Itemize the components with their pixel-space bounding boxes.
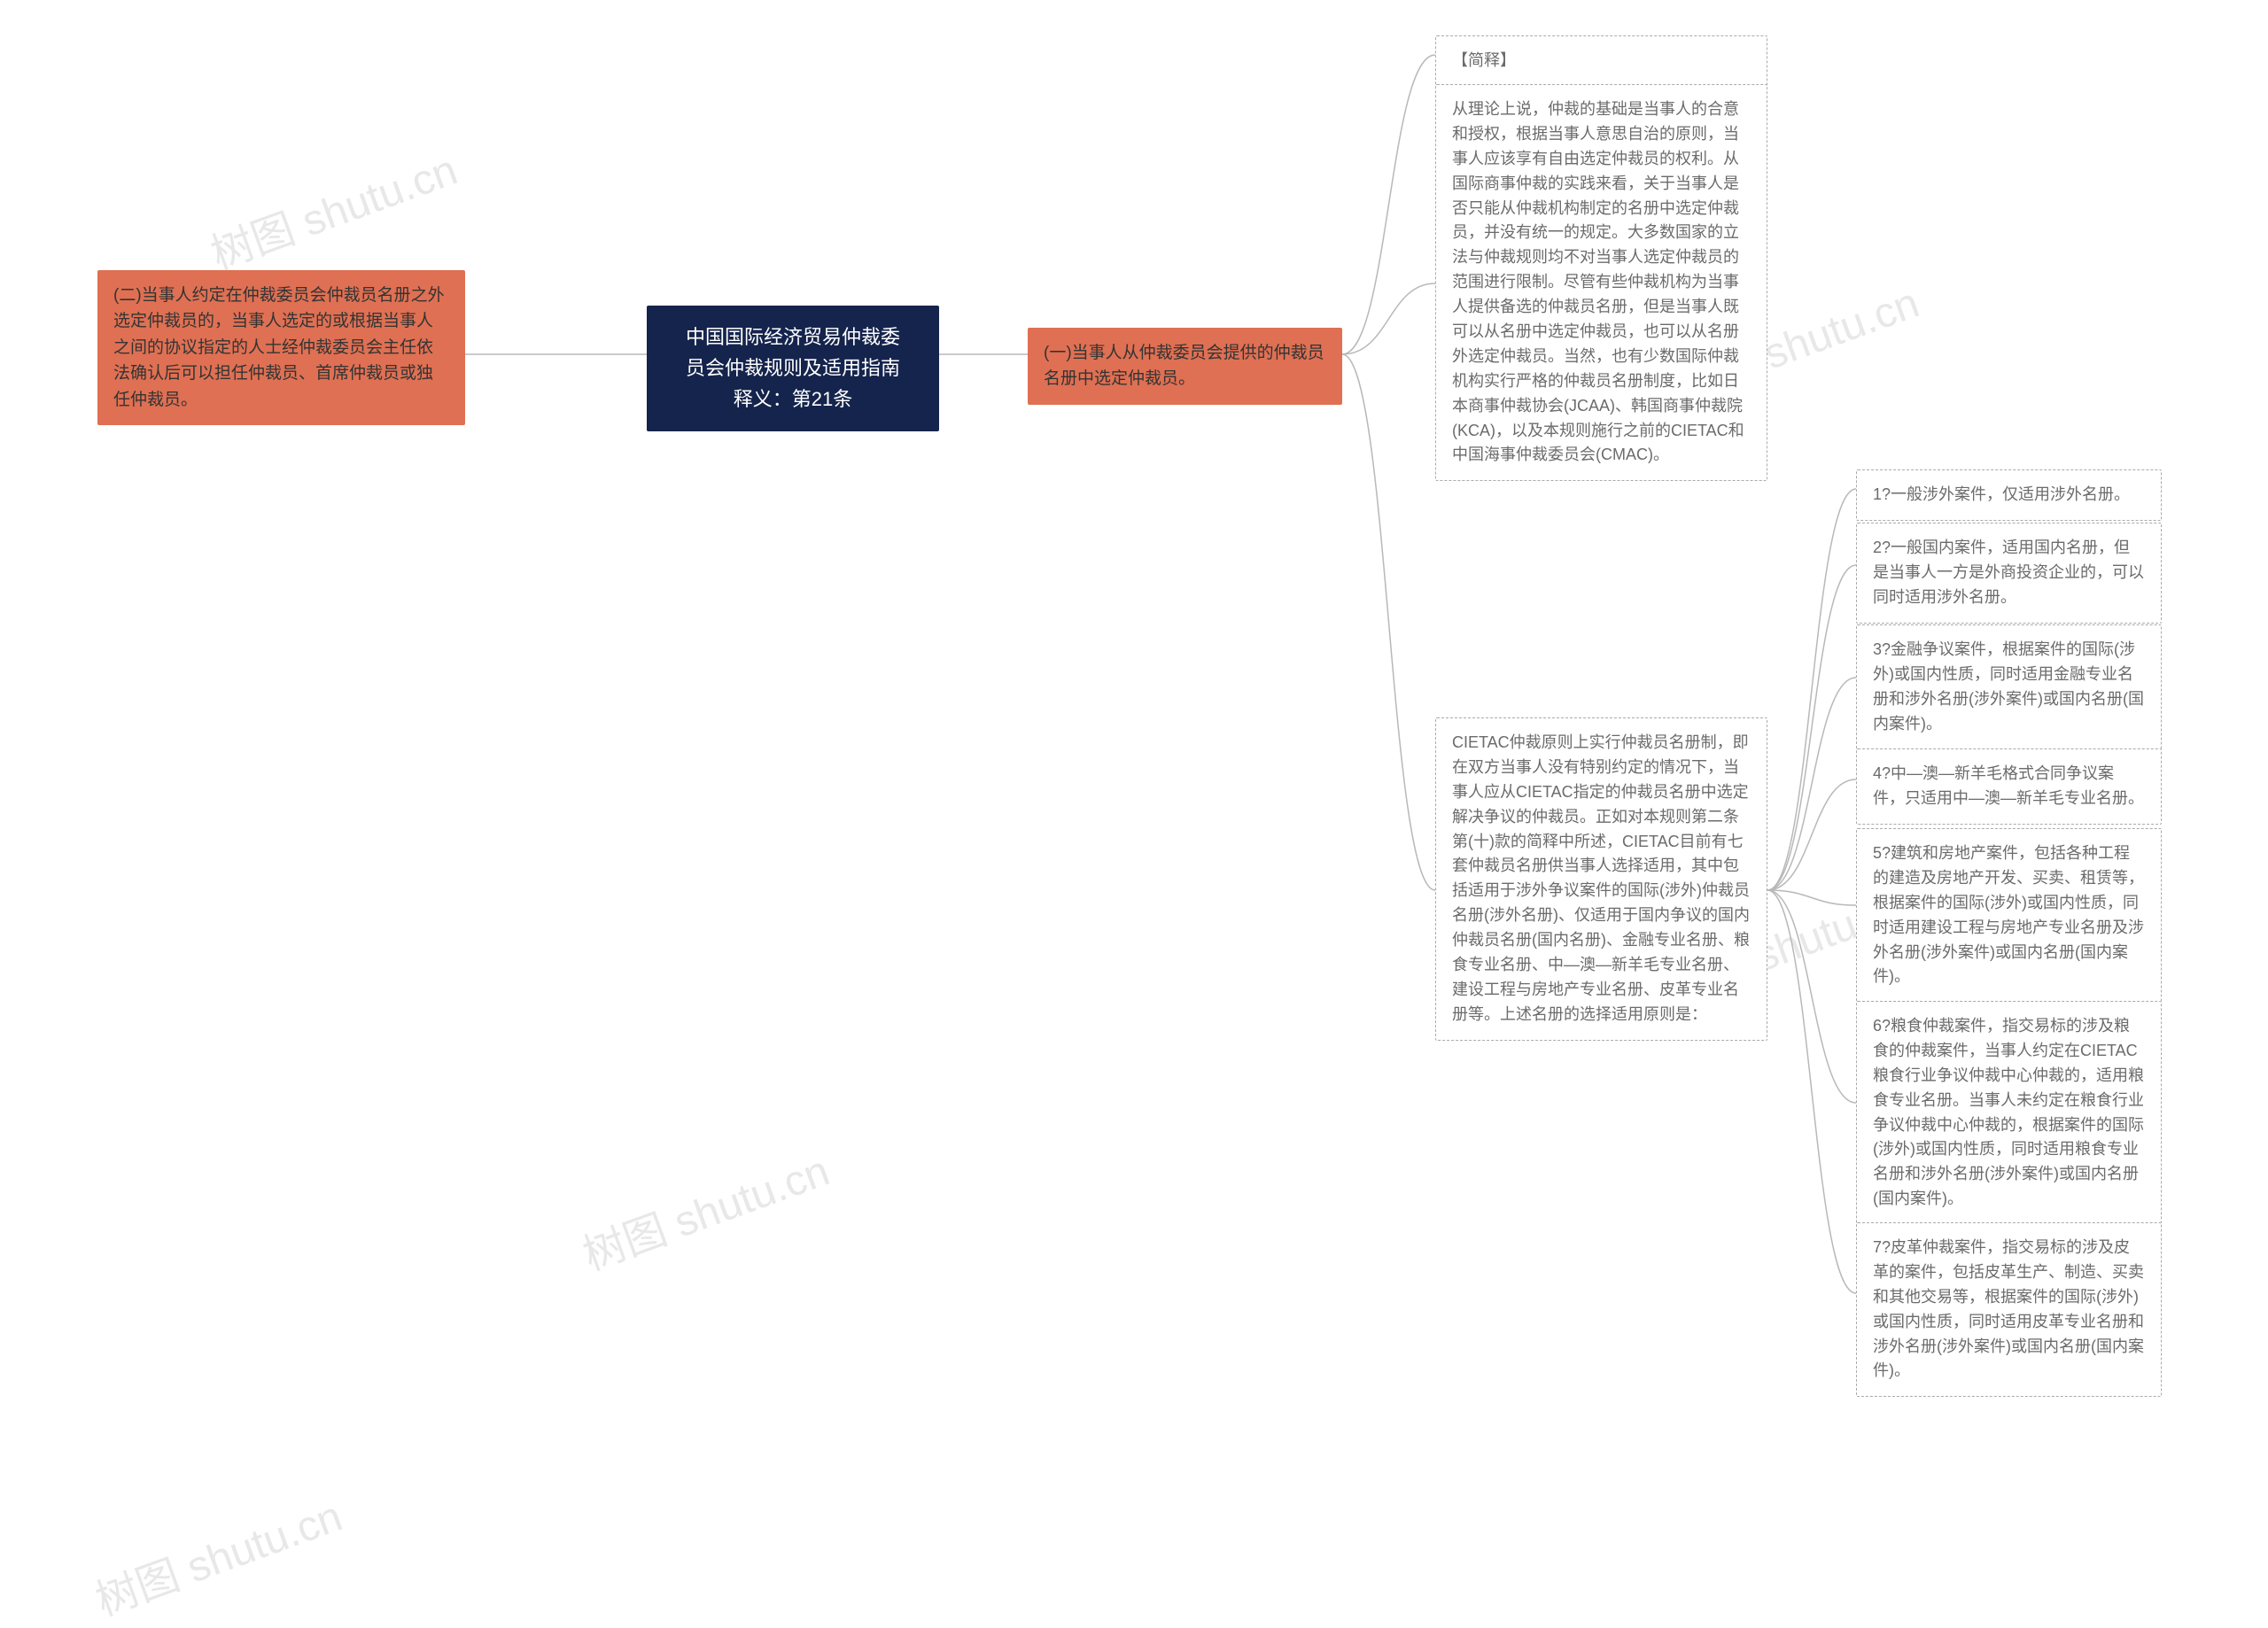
right-branch-text: (一)当事人从仲裁委员会提供的仲裁员名册中选定仲裁员。	[1044, 344, 1324, 388]
leaf-node: 从理论上说，仲裁的基础是当事人的合意和授权，根据当事人意思自治的原则，当事人应该…	[1435, 84, 1767, 481]
leaf-node: 4?中—澳—新羊毛格式合同争议案件，只适用中—澳—新羊毛专业名册。	[1856, 748, 2162, 825]
watermark: 树图 shutu.cn	[573, 1136, 836, 1282]
leaf-text: 7?皮革仲裁案件，指交易标的涉及皮革的案件，包括皮革生产、制造、买卖和其他交易等…	[1873, 1238, 2144, 1379]
leaf-text: 4?中—澳—新羊毛格式合同争议案件，只适用中—澳—新羊毛专业名册。	[1873, 764, 2144, 807]
leaf-text: CIETAC仲裁原则上实行仲裁员名册制，即在双方当事人没有特别约定的情况下，当事…	[1452, 733, 1750, 1023]
leaf-node: 5?建筑和房地产案件，包括各种工程的建造及房地产开发、买卖、租赁等，根据案件的国…	[1856, 828, 2162, 1003]
watermark: 树图 shutu.cn	[201, 135, 464, 281]
leaf-node: 7?皮革仲裁案件，指交易标的涉及皮革的案件，包括皮革生产、制造、买卖和其他交易等…	[1856, 1222, 2162, 1397]
leaf-text: 【简释】	[1452, 51, 1516, 69]
leaf-node: 3?金融争议案件，根据案件的国际(涉外)或国内性质，同时适用金融专业名册和涉外名…	[1856, 624, 2162, 750]
right-branch-node: (一)当事人从仲裁委员会提供的仲裁员名册中选定仲裁员。	[1028, 328, 1342, 405]
leaf-node: 6?粮食仲裁案件，指交易标的涉及粮食的仲裁案件，当事人约定在CIETAC粮食行业…	[1856, 1001, 2162, 1225]
left-branch-text: (二)当事人约定在仲裁委员会仲裁员名册之外选定仲裁员的，当事人选定的或根据当事人…	[113, 286, 445, 409]
leaf-node: 2?一般国内案件，适用国内名册，但是当事人一方是外商投资企业的，可以同时适用涉外…	[1856, 523, 2162, 624]
leaf-text: 6?粮食仲裁案件，指交易标的涉及粮食的仲裁案件，当事人约定在CIETAC粮食行业…	[1873, 1017, 2144, 1207]
leaf-node: 1?一般涉外案件，仅适用涉外名册。	[1856, 469, 2162, 521]
leaf-text: 2?一般国内案件，适用国内名册，但是当事人一方是外商投资企业的，可以同时适用涉外…	[1873, 539, 2144, 606]
root-node: 中国国际经济贸易仲裁委员会仲裁规则及适用指南释义：第21条	[647, 306, 939, 431]
root-text: 中国国际经济贸易仲裁委员会仲裁规则及适用指南释义：第21条	[686, 326, 900, 410]
leaf-text: 5?建筑和房地产案件，包括各种工程的建造及房地产开发、买卖、租赁等，根据案件的国…	[1873, 844, 2144, 985]
watermark: 树图 shutu.cn	[86, 1481, 349, 1627]
left-branch-node: (二)当事人约定在仲裁委员会仲裁员名册之外选定仲裁员的，当事人选定的或根据当事人…	[97, 270, 465, 425]
leaf-text: 从理论上说，仲裁的基础是当事人的合意和授权，根据当事人意思自治的原则，当事人应该…	[1452, 100, 1744, 463]
leaf-text: 1?一般涉外案件，仅适用涉外名册。	[1873, 485, 2130, 503]
leaf-text: 3?金融争议案件，根据案件的国际(涉外)或国内性质，同时适用金融专业名册和涉外名…	[1873, 640, 2144, 733]
leaf-node: 【简释】	[1435, 35, 1767, 87]
leaf-node: CIETAC仲裁原则上实行仲裁员名册制，即在双方当事人没有特别约定的情况下，当事…	[1435, 717, 1767, 1041]
